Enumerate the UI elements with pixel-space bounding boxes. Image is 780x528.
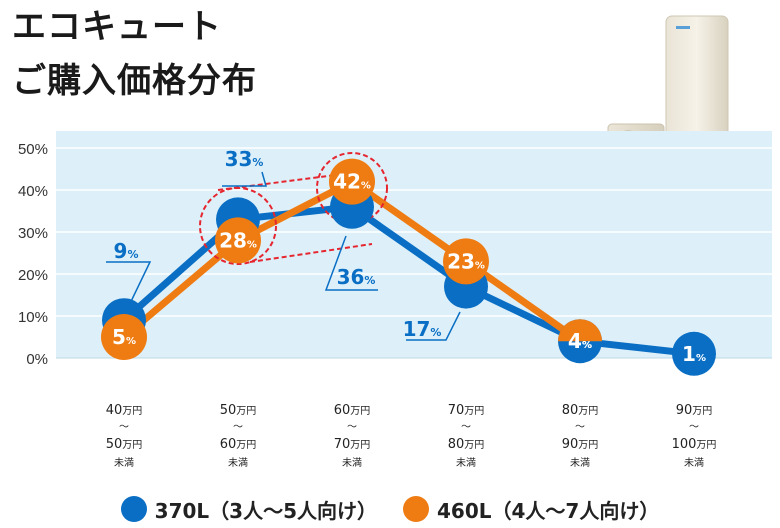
- marker-460l-label: 23%: [447, 249, 485, 273]
- y-tick-label: 20%: [18, 267, 48, 284]
- y-tick-label: 30%: [18, 225, 48, 242]
- x-tick-label-from: 80万円: [562, 403, 599, 418]
- callout-leader: [106, 261, 152, 317]
- x-tick-label-from: 90万円: [676, 403, 713, 418]
- x-tick-label-suffix: 未満: [570, 457, 590, 469]
- legend-swatch-460l: [403, 496, 429, 522]
- legend-item-370l: 370L（3人～5人向け）: [120, 495, 377, 524]
- x-tick-label-tilde: ～: [689, 422, 699, 433]
- data-label-370l: 33%: [225, 147, 264, 171]
- y-tick-label: 10%: [18, 309, 48, 326]
- marker-460l: [558, 319, 602, 342]
- y-tick-label: 0%: [26, 351, 48, 368]
- x-tick-label-from: 50万円: [220, 403, 257, 418]
- x-tick-label-to: 90万円: [562, 437, 599, 452]
- y-tick-label: 40%: [18, 183, 48, 200]
- x-tick-label-tilde: ～: [119, 422, 129, 433]
- legend-swatch-370l: [120, 496, 147, 522]
- x-tick-label-from: 40万円: [106, 403, 143, 418]
- marker-460l: [329, 158, 375, 205]
- x-tick-label-suffix: 未満: [456, 457, 476, 469]
- marker-370l-label: 1%: [682, 342, 706, 366]
- x-tick-label-to: 100万円: [672, 437, 717, 452]
- x-tick-label-to: 80万円: [448, 437, 485, 452]
- price-distribution-chart: 0% 10% 20% 30% 40% 50% 9% 33% 36% 17% 4% 1% 5% 28% 4…: [18, 131, 772, 469]
- marker-460l: [443, 238, 489, 285]
- x-tick-label-suffix: 未満: [228, 457, 248, 469]
- marker-460l-label: 28%: [219, 228, 257, 252]
- callout-leader: [324, 235, 378, 291]
- marker-460l-label: 42%: [333, 170, 371, 194]
- highlight-link-bottom: [249, 243, 373, 263]
- x-tick-label-tilde: ～: [575, 422, 585, 433]
- title-line-2: ご購入価格分布: [12, 61, 257, 101]
- x-tick-label-suffix: 未満: [114, 457, 134, 469]
- x-tick-label-to: 70万円: [334, 437, 371, 452]
- marker-460l: [215, 217, 261, 264]
- callout-leader: [222, 171, 267, 187]
- marker-460l: [101, 314, 147, 360]
- x-tick-label-tilde: ～: [461, 422, 471, 433]
- legend-label-460l: 460L（4人～7人向け）: [437, 498, 660, 523]
- x-tick-label-from: 70万円: [448, 403, 485, 418]
- x-tick-label-from: 60万円: [334, 403, 371, 418]
- x-tick-label-suffix: 未満: [342, 457, 362, 469]
- data-label-370l: 9%: [114, 239, 139, 263]
- marker-370l: [672, 331, 716, 376]
- x-tick-label-tilde: ～: [233, 422, 243, 433]
- x-tick-label-to: 50万円: [106, 437, 143, 452]
- y-tick-label: 50%: [18, 141, 48, 158]
- x-tick-label-to: 60万円: [220, 437, 257, 452]
- marker-460l-label: 5%: [112, 325, 136, 349]
- marker-shared-label: 4%: [568, 329, 592, 353]
- plot-background: [56, 131, 772, 358]
- highlight-link-top: [217, 174, 337, 191]
- legend-label-370l: 370L（3人～5人向け）: [154, 498, 377, 523]
- data-label-370l: 17%: [403, 317, 442, 341]
- x-tick-label-tilde: ～: [347, 422, 357, 433]
- x-tick-label-suffix: 未満: [684, 457, 704, 469]
- title-line-1: エコキュート: [12, 7, 222, 47]
- data-label-370l: 36%: [337, 265, 376, 289]
- legend: 370L（3人～5人向け） 460L（4人～7人向け）: [0, 494, 780, 524]
- highlight-circle-60-70: [316, 152, 388, 224]
- legend-item-460l: 460L（4人～7人向け）: [403, 495, 659, 524]
- callout-leader: [406, 311, 461, 341]
